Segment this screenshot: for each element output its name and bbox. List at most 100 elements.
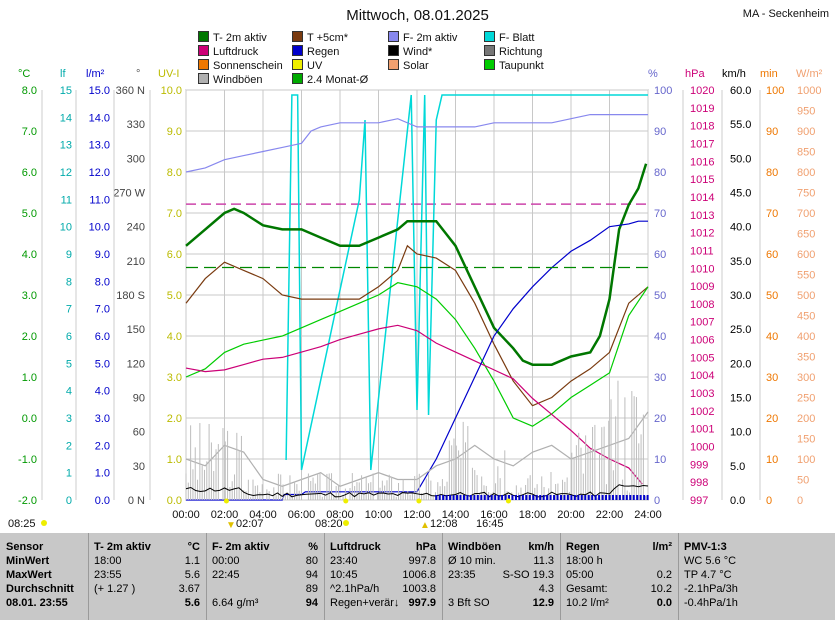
x-tick-label: 08:00 bbox=[326, 509, 354, 521]
legend-swatch bbox=[292, 73, 303, 84]
axis-tick-label: 750 bbox=[797, 188, 815, 200]
axis-tick-label: 4.0 bbox=[167, 331, 182, 343]
axis-tick-label: 250 bbox=[797, 393, 815, 405]
stats-cell-left: 10:45 bbox=[330, 569, 358, 581]
axis-tick-label: 0 bbox=[654, 495, 660, 507]
axis-tick-label: 30 bbox=[133, 461, 145, 473]
legend-label: Wind* bbox=[403, 46, 433, 58]
legend-item: F- 2m aktiv bbox=[388, 31, 457, 44]
axis-tick-label: 300 bbox=[127, 153, 145, 165]
axis-tick-label: 6.0 bbox=[167, 249, 182, 261]
stats-cell-row: Regen+verär↓ 997.9 bbox=[330, 596, 436, 610]
axis-tick-label: 60 bbox=[654, 249, 666, 261]
axis-tick-label: 30 bbox=[654, 372, 666, 384]
stats-cell-left: -2.1hPa/3h bbox=[684, 583, 738, 595]
axis-tick-label: 1012 bbox=[690, 228, 714, 240]
x-tick-label: 06:00 bbox=[288, 509, 316, 521]
axis-tick-label: 0 bbox=[766, 495, 772, 507]
stats-header-label: Regen bbox=[566, 541, 600, 553]
stats-cell-value: 4.3 bbox=[538, 583, 554, 595]
axis-tick-label: 15.0 bbox=[89, 85, 110, 97]
stats-header-unit: hPa bbox=[415, 541, 436, 553]
axis-tick-label: 11 bbox=[61, 194, 72, 206]
x-tick-label: 10:00 bbox=[365, 509, 393, 521]
stats-label-column: Sensor MinWert MaxWert Durchschnitt 08.01. 2… bbox=[0, 533, 88, 620]
axis-tick-label: 50 bbox=[797, 475, 809, 487]
sun-marker bbox=[505, 498, 511, 504]
legend-swatch bbox=[198, 73, 209, 84]
axis-tick-label: 13 bbox=[60, 140, 72, 152]
stats-cell-value: S-SO 19.3 bbox=[502, 569, 554, 581]
axis-tick-label: 0.0 bbox=[95, 495, 110, 507]
stats-cell-value: 89 bbox=[305, 583, 318, 595]
stats-cell-value: 0.2 bbox=[656, 569, 672, 581]
stats-separator bbox=[560, 533, 561, 620]
stats-cell-left: (+ 1.27 ) bbox=[94, 583, 136, 595]
axis-tick-label: 200 bbox=[797, 413, 815, 425]
axis-tick-label: 1013 bbox=[690, 210, 714, 222]
axis-tick-label: 8 bbox=[66, 276, 72, 288]
stats-cell-left: Regen+verär↓ bbox=[330, 597, 400, 609]
weather-chart: 8.07.06.05.04.03.02.01.00.0-1.0-2.015141… bbox=[8, 85, 821, 531]
axis-tick-label: 13.0 bbox=[89, 140, 110, 152]
x-tick-label: 16:00 bbox=[480, 509, 508, 521]
legend-item: T +5cm* bbox=[292, 31, 348, 44]
legend-item: 2.4 Monat-Ø bbox=[292, 73, 368, 86]
axis-tick-label: 8.0 bbox=[167, 167, 182, 179]
stats-cell-row: WC 5.6 °C bbox=[684, 554, 790, 568]
legend-swatch bbox=[292, 45, 303, 56]
axis-tick-label: 999 bbox=[690, 459, 708, 471]
stats-cell-row: 4.3 bbox=[448, 582, 554, 596]
stats-cell-value: 10.2 bbox=[650, 583, 672, 595]
axis-tick-label: 9.0 bbox=[167, 126, 182, 138]
legend-label: F- Blatt bbox=[499, 32, 535, 44]
stats-cell-row: -0.4hPa/1h bbox=[684, 596, 790, 610]
stats-cell-row: Gesamt: 10.2 bbox=[566, 582, 672, 596]
axis-tick-label: 240 bbox=[127, 222, 145, 234]
stats-cell-row: 23:40 997.8 bbox=[330, 554, 436, 568]
axis-tick-label: 6.0 bbox=[95, 331, 110, 343]
sun-icon bbox=[343, 520, 349, 526]
legend-swatch bbox=[484, 31, 495, 42]
stats-separator bbox=[324, 533, 325, 620]
stats-cell-value: 80 bbox=[305, 555, 318, 567]
stats-cell-left: 00:00 bbox=[212, 555, 240, 567]
axis-tick-label: 650 bbox=[797, 229, 815, 241]
stats-column-header: F- 2m aktiv% bbox=[212, 540, 318, 554]
axis-tick-label: 1002 bbox=[690, 406, 714, 418]
axis-tick-label: 50 bbox=[766, 290, 778, 302]
axis-tick-label: 20 bbox=[654, 413, 666, 425]
axis-tick-label: 1019 bbox=[690, 103, 714, 115]
legend-item: Wind* bbox=[388, 45, 432, 58]
axis-tick-label: 55.0 bbox=[730, 119, 751, 131]
axis-tick-label: 12 bbox=[60, 167, 72, 179]
axis-tick-label: 11.0 bbox=[89, 194, 110, 206]
axis-tick-label: 10.0 bbox=[161, 85, 182, 97]
axis-tick-label: 150 bbox=[797, 434, 815, 446]
axis-tick-label: 800 bbox=[797, 167, 815, 179]
axis-tick-label: 0.0 bbox=[22, 413, 37, 425]
axis-tick-label: 90 bbox=[654, 126, 666, 138]
legend-label: T +5cm* bbox=[307, 32, 349, 44]
axis-tick-label: 1.0 bbox=[167, 454, 182, 466]
stats-header-label: F- 2m aktiv bbox=[212, 541, 270, 553]
x-tick-label: 04:00 bbox=[249, 509, 277, 521]
legend-label: Solar bbox=[403, 60, 429, 72]
legend-item: Solar bbox=[388, 59, 429, 72]
stats-cell-row: Ø 10 min. 11.3 bbox=[448, 554, 554, 568]
stats-cell-row: 05:00 0.2 bbox=[566, 568, 672, 582]
statistics-panel: Sensor MinWert MaxWert Durchschnitt 08.01. 2… bbox=[0, 533, 835, 620]
x-tick-label: 14:00 bbox=[442, 509, 470, 521]
stats-column-header: PMV-1:3 bbox=[684, 540, 790, 554]
axis-unit-label: lf bbox=[60, 68, 66, 80]
axis-tick-label: 2.0 bbox=[95, 440, 110, 452]
stats-column-header: Luftdruck hPa bbox=[330, 540, 436, 554]
stats-cell-value: 1006.8 bbox=[402, 569, 436, 581]
axis-tick-label: 80 bbox=[766, 167, 778, 179]
axis-tick-label: 3.0 bbox=[167, 372, 182, 384]
series-line bbox=[185, 244, 649, 407]
stats-cell-value: 3.67 bbox=[178, 583, 200, 595]
axis-tick-label: 2.0 bbox=[167, 413, 182, 425]
legend-label: F- 2m aktiv bbox=[403, 32, 458, 44]
axis-tick-label: 5.0 bbox=[730, 461, 745, 473]
